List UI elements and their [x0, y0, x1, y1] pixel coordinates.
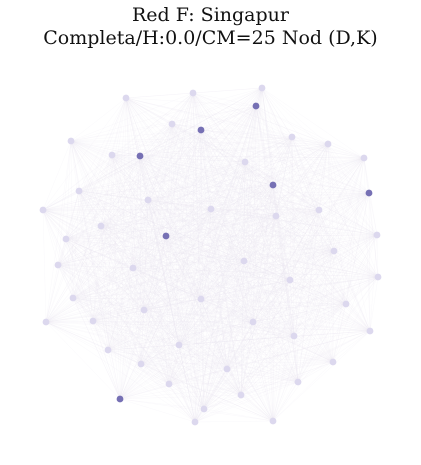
graph-node: [43, 319, 50, 326]
graph-node: [130, 265, 137, 272]
graph-edge: [333, 277, 378, 362]
graph-node: [201, 406, 208, 413]
graph-node: [176, 342, 183, 349]
graph-node: [55, 262, 62, 269]
graph-node: [316, 207, 323, 214]
graph-node: [138, 361, 145, 368]
graph-node: [374, 232, 381, 239]
graph-node: [105, 347, 112, 354]
graph-node: [343, 301, 350, 308]
graph-node: [68, 138, 75, 145]
graph-edge: [298, 331, 370, 382]
graph-edge: [328, 144, 364, 158]
graph-node-highlighted: [253, 103, 260, 110]
graph-node: [238, 392, 245, 399]
graph-node: [295, 379, 302, 386]
graph-node: [259, 85, 266, 92]
graph-node-highlighted: [163, 233, 170, 240]
graph-node: [361, 155, 368, 162]
graph-node: [190, 90, 197, 97]
graph-edge: [370, 277, 378, 331]
graph-node: [367, 328, 374, 335]
graph-edge: [195, 421, 273, 422]
graph-edge: [141, 364, 195, 422]
title-line-2: Completa/H:0.0/CM=25 Nod (D,K): [0, 27, 421, 50]
graph-node: [331, 248, 338, 255]
graph-node: [198, 296, 205, 303]
graph-node: [40, 207, 47, 214]
graph-node: [90, 318, 97, 325]
graph-edge: [43, 210, 46, 322]
graph-edge: [43, 141, 71, 210]
graph-node-highlighted: [270, 182, 277, 189]
graph-node-highlighted: [117, 396, 124, 403]
graph-edge: [273, 331, 370, 421]
graph-node: [169, 121, 176, 128]
graph-node: [76, 188, 83, 195]
graph-edge: [294, 304, 346, 336]
edges-layer: [43, 88, 378, 422]
graph-node: [270, 418, 277, 425]
graph-node: [325, 141, 332, 148]
graph-edge: [108, 350, 120, 399]
graph-node: [241, 258, 248, 265]
graph-edge: [120, 395, 241, 399]
graph-node-highlighted: [366, 190, 373, 197]
graph-node: [123, 95, 130, 102]
title-line-1: Red F: Singapur: [0, 4, 421, 27]
graph-edge: [256, 106, 292, 137]
graph-node: [287, 277, 294, 284]
graph-node: [98, 223, 105, 230]
graph-node: [273, 213, 280, 220]
graph-node: [192, 419, 199, 426]
graph-node-highlighted: [198, 127, 205, 134]
graph-node: [208, 206, 215, 213]
graph-node: [63, 236, 70, 243]
graph-node: [109, 152, 116, 159]
graph-node-highlighted: [137, 153, 144, 160]
graph-node: [224, 366, 231, 373]
graph-edge: [204, 409, 273, 421]
graph-node: [250, 319, 257, 326]
chart-title: Red F: Singapur Completa/H:0.0/CM=25 Nod…: [0, 4, 421, 50]
graph-node: [141, 307, 148, 314]
graph-node: [289, 134, 296, 141]
graph-edge: [126, 93, 193, 98]
graph-node: [375, 274, 382, 281]
graph-node: [166, 381, 173, 388]
graph-node: [145, 197, 152, 204]
graph-node: [242, 159, 249, 166]
graph-node: [291, 333, 298, 340]
graph-edge: [71, 98, 126, 141]
graph-edge: [93, 321, 120, 399]
graph-node: [70, 295, 77, 302]
graph-node: [330, 359, 337, 366]
